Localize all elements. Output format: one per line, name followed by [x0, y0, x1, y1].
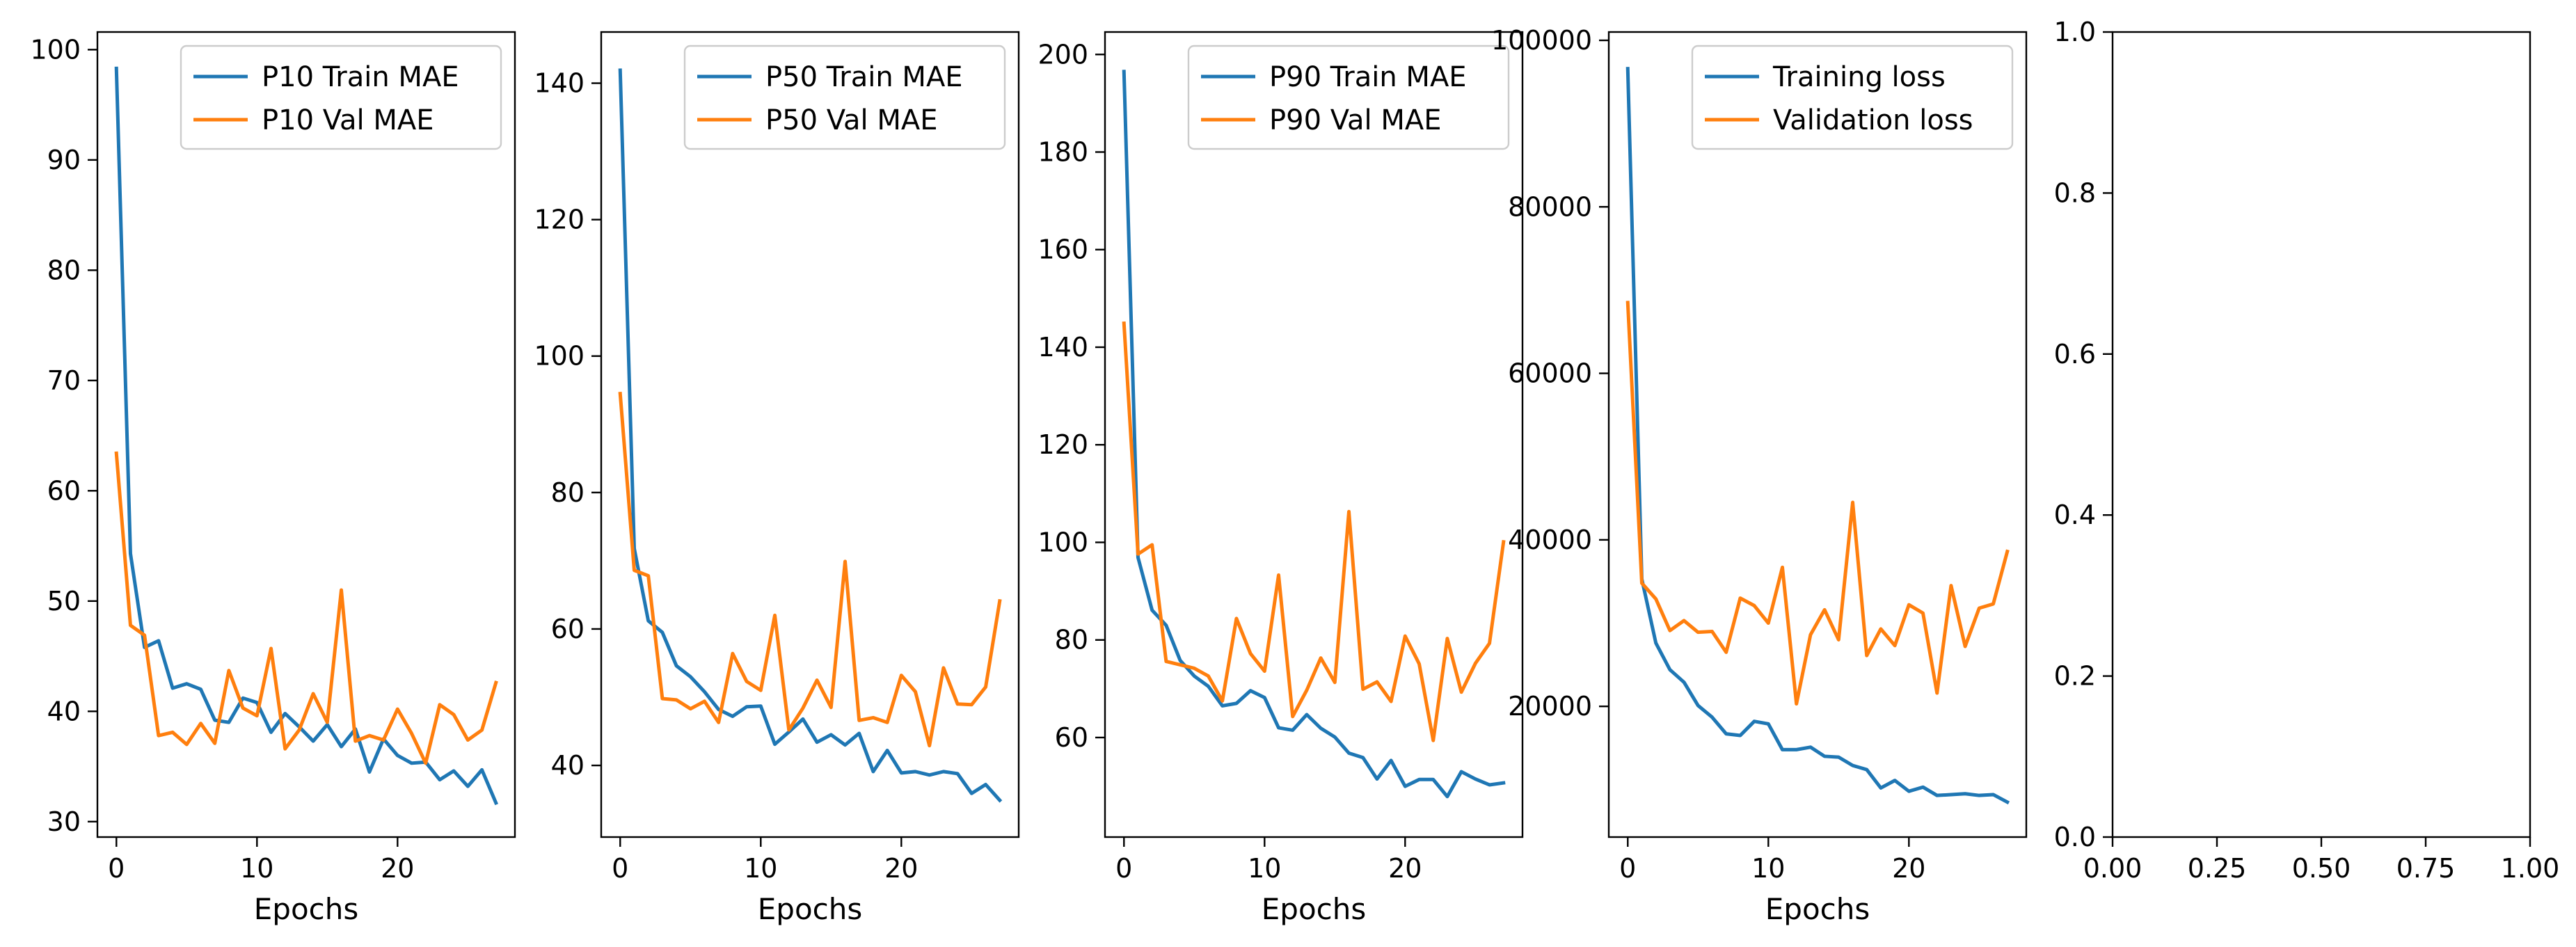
x-tick-label: 20: [884, 853, 918, 884]
y-tick-label: 140: [534, 68, 585, 99]
legend-entry: P90 Train MAE: [1269, 61, 1467, 93]
y-tick-label: 40: [551, 750, 585, 781]
legend: P90 Train MAE P90 Val MAE: [1187, 45, 1510, 150]
y-tick-label: 60: [551, 614, 585, 644]
y-tick-label: 180: [1037, 136, 1088, 167]
x-tick-label: 1.00: [2501, 853, 2560, 884]
legend-entry: P50 Val MAE: [765, 104, 937, 136]
y-tick-label: 0.6: [2054, 339, 2096, 369]
y-tick-label: 30: [47, 806, 81, 837]
x-tick-label: 0: [612, 853, 628, 884]
y-tick-label: 90: [47, 145, 81, 175]
y-tick-label: 20000: [1508, 691, 1592, 722]
series-line-val: [1122, 321, 1506, 742]
y-tick-label: 80: [1055, 625, 1088, 655]
y-tick-label: 0.8: [2054, 177, 2096, 208]
y-tick-label: 80: [551, 477, 585, 508]
legend-entry: P90 Val MAE: [1269, 104, 1441, 136]
x-axis-label: Epochs: [1262, 892, 1367, 926]
legend-box: [683, 45, 1006, 150]
y-tick-label: 120: [534, 205, 585, 235]
y-tick-label: 80: [47, 255, 81, 285]
x-tick-label: 10: [744, 853, 777, 884]
series-line-train: [1625, 67, 2010, 805]
x-tick-label: 0: [108, 853, 125, 884]
x-tick-label: 10: [240, 853, 273, 884]
y-tick-label: 100: [1037, 527, 1088, 557]
y-tick-label: 100: [534, 341, 585, 372]
y-tick-label: 60: [47, 475, 81, 506]
legend: P50 Train MAE P50 Val MAE: [683, 45, 1006, 150]
legend-entry: P10 Val MAE: [262, 104, 434, 136]
y-tick-label: 40000: [1508, 525, 1592, 555]
legend-entry: P10 Train MAE: [262, 61, 459, 93]
x-axis-label: Epochs: [254, 892, 359, 926]
y-tick-label: 0.4: [2054, 500, 2096, 530]
series-line-train: [114, 66, 499, 806]
x-tick-label: 0: [1115, 853, 1132, 884]
x-tick-label: 20: [381, 853, 414, 884]
y-tick-label: 1.0: [2054, 17, 2096, 47]
axes-frame: [1607, 31, 2028, 838]
axes-frame: [600, 31, 1020, 838]
axes-frame: [96, 31, 516, 838]
y-tick-label: 60000: [1508, 358, 1592, 389]
y-tick-label: 140: [1037, 332, 1088, 363]
x-tick-label: 10: [1751, 853, 1785, 884]
chart-panel-4: 0 10 20 20000 40000 60000 80000 100000 Epochs Tra…: [1491, 25, 2028, 926]
series-line-train: [1122, 70, 1506, 799]
y-tick-label: 100: [30, 34, 81, 65]
legend-box: [1691, 45, 2014, 150]
x-tick-label: 20: [1388, 853, 1422, 884]
x-tick-label: 10: [1248, 853, 1281, 884]
x-tick-label: 0: [1619, 853, 1636, 884]
y-tick-label: 100000: [1491, 25, 1592, 56]
y-tick-label: 60: [1055, 722, 1088, 753]
y-tick-label: 0.0: [2054, 822, 2096, 852]
axes-frame: [2111, 31, 2531, 838]
y-tick-label: 120: [1037, 429, 1088, 460]
y-tick-label: 160: [1037, 234, 1088, 265]
x-axis-label: Epochs: [1765, 892, 1870, 926]
x-tick-label: 20: [1892, 853, 1925, 884]
legend-box: [180, 45, 502, 150]
series-line-val: [114, 451, 498, 765]
x-tick-label: 0.75: [2396, 853, 2456, 884]
x-tick-label: 0.50: [2292, 853, 2351, 884]
y-tick-label: 0.2: [2054, 661, 2096, 692]
y-tick-label: 200: [1037, 39, 1088, 70]
series-line-val: [1625, 301, 2010, 706]
y-tick-label: 80000: [1508, 191, 1592, 222]
chart-panel-3: 0 10 20 60 80 100 120 140 160 180 200 Epochs P90 Tra…: [1037, 31, 1524, 926]
legend-entry: Training loss: [1772, 61, 1946, 93]
x-tick-label: 0.25: [2188, 853, 2247, 884]
y-tick-label: 50: [47, 586, 81, 616]
series-line-train: [618, 68, 1003, 803]
x-tick-label: 0.00: [2083, 853, 2142, 884]
x-axis-label: Epochs: [758, 892, 863, 926]
legend: Training loss Validation loss: [1691, 45, 2014, 150]
y-tick-label: 70: [47, 365, 81, 396]
y-tick-label: 40: [47, 696, 81, 726]
series-line-val: [618, 391, 1002, 748]
legend-entry: P50 Train MAE: [765, 61, 963, 93]
axes-frame: [1104, 31, 1524, 838]
legend-entry: Validation loss: [1773, 104, 1973, 136]
chart-panel-5: 0.00 0.25 0.50 0.75 1.00 0.0 0.2 0.4 0.6 0.8 1.0: [2054, 17, 2560, 884]
legend: P10 Train MAE P10 Val MAE: [180, 45, 502, 150]
legend-box: [1187, 45, 1510, 150]
chart-panel-1: 0 10 20 30 40 50 60 70 80 90 100 Epochs P10 Train MA…: [30, 31, 516, 926]
